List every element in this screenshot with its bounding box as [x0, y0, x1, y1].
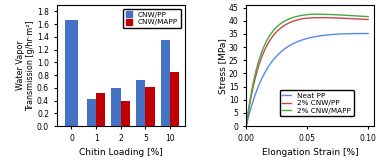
Bar: [87, 99, 96, 126]
Y-axis label: Water Vapor
Transmission [g/hr·m²]: Water Vapor Transmission [g/hr·m²]: [16, 20, 36, 111]
Legend: Neat PP, 2% CNW/PP, 2% CNW/MAPP: Neat PP, 2% CNW/PP, 2% CNW/MAPP: [280, 90, 354, 117]
Bar: [161, 40, 170, 126]
Bar: [112, 88, 121, 126]
X-axis label: Elongation Strain [%]: Elongation Strain [%]: [262, 148, 358, 157]
Bar: [121, 101, 130, 126]
Bar: [170, 72, 179, 126]
Bar: [96, 93, 105, 126]
Y-axis label: Stress [MPa]: Stress [MPa]: [218, 38, 228, 93]
X-axis label: Chitin Loading [%]: Chitin Loading [%]: [79, 148, 163, 157]
Bar: [136, 80, 145, 126]
Legend: CNW/PP, CNW/MAPP: CNW/PP, CNW/MAPP: [123, 9, 181, 28]
Bar: [145, 87, 155, 126]
Bar: [65, 20, 78, 126]
